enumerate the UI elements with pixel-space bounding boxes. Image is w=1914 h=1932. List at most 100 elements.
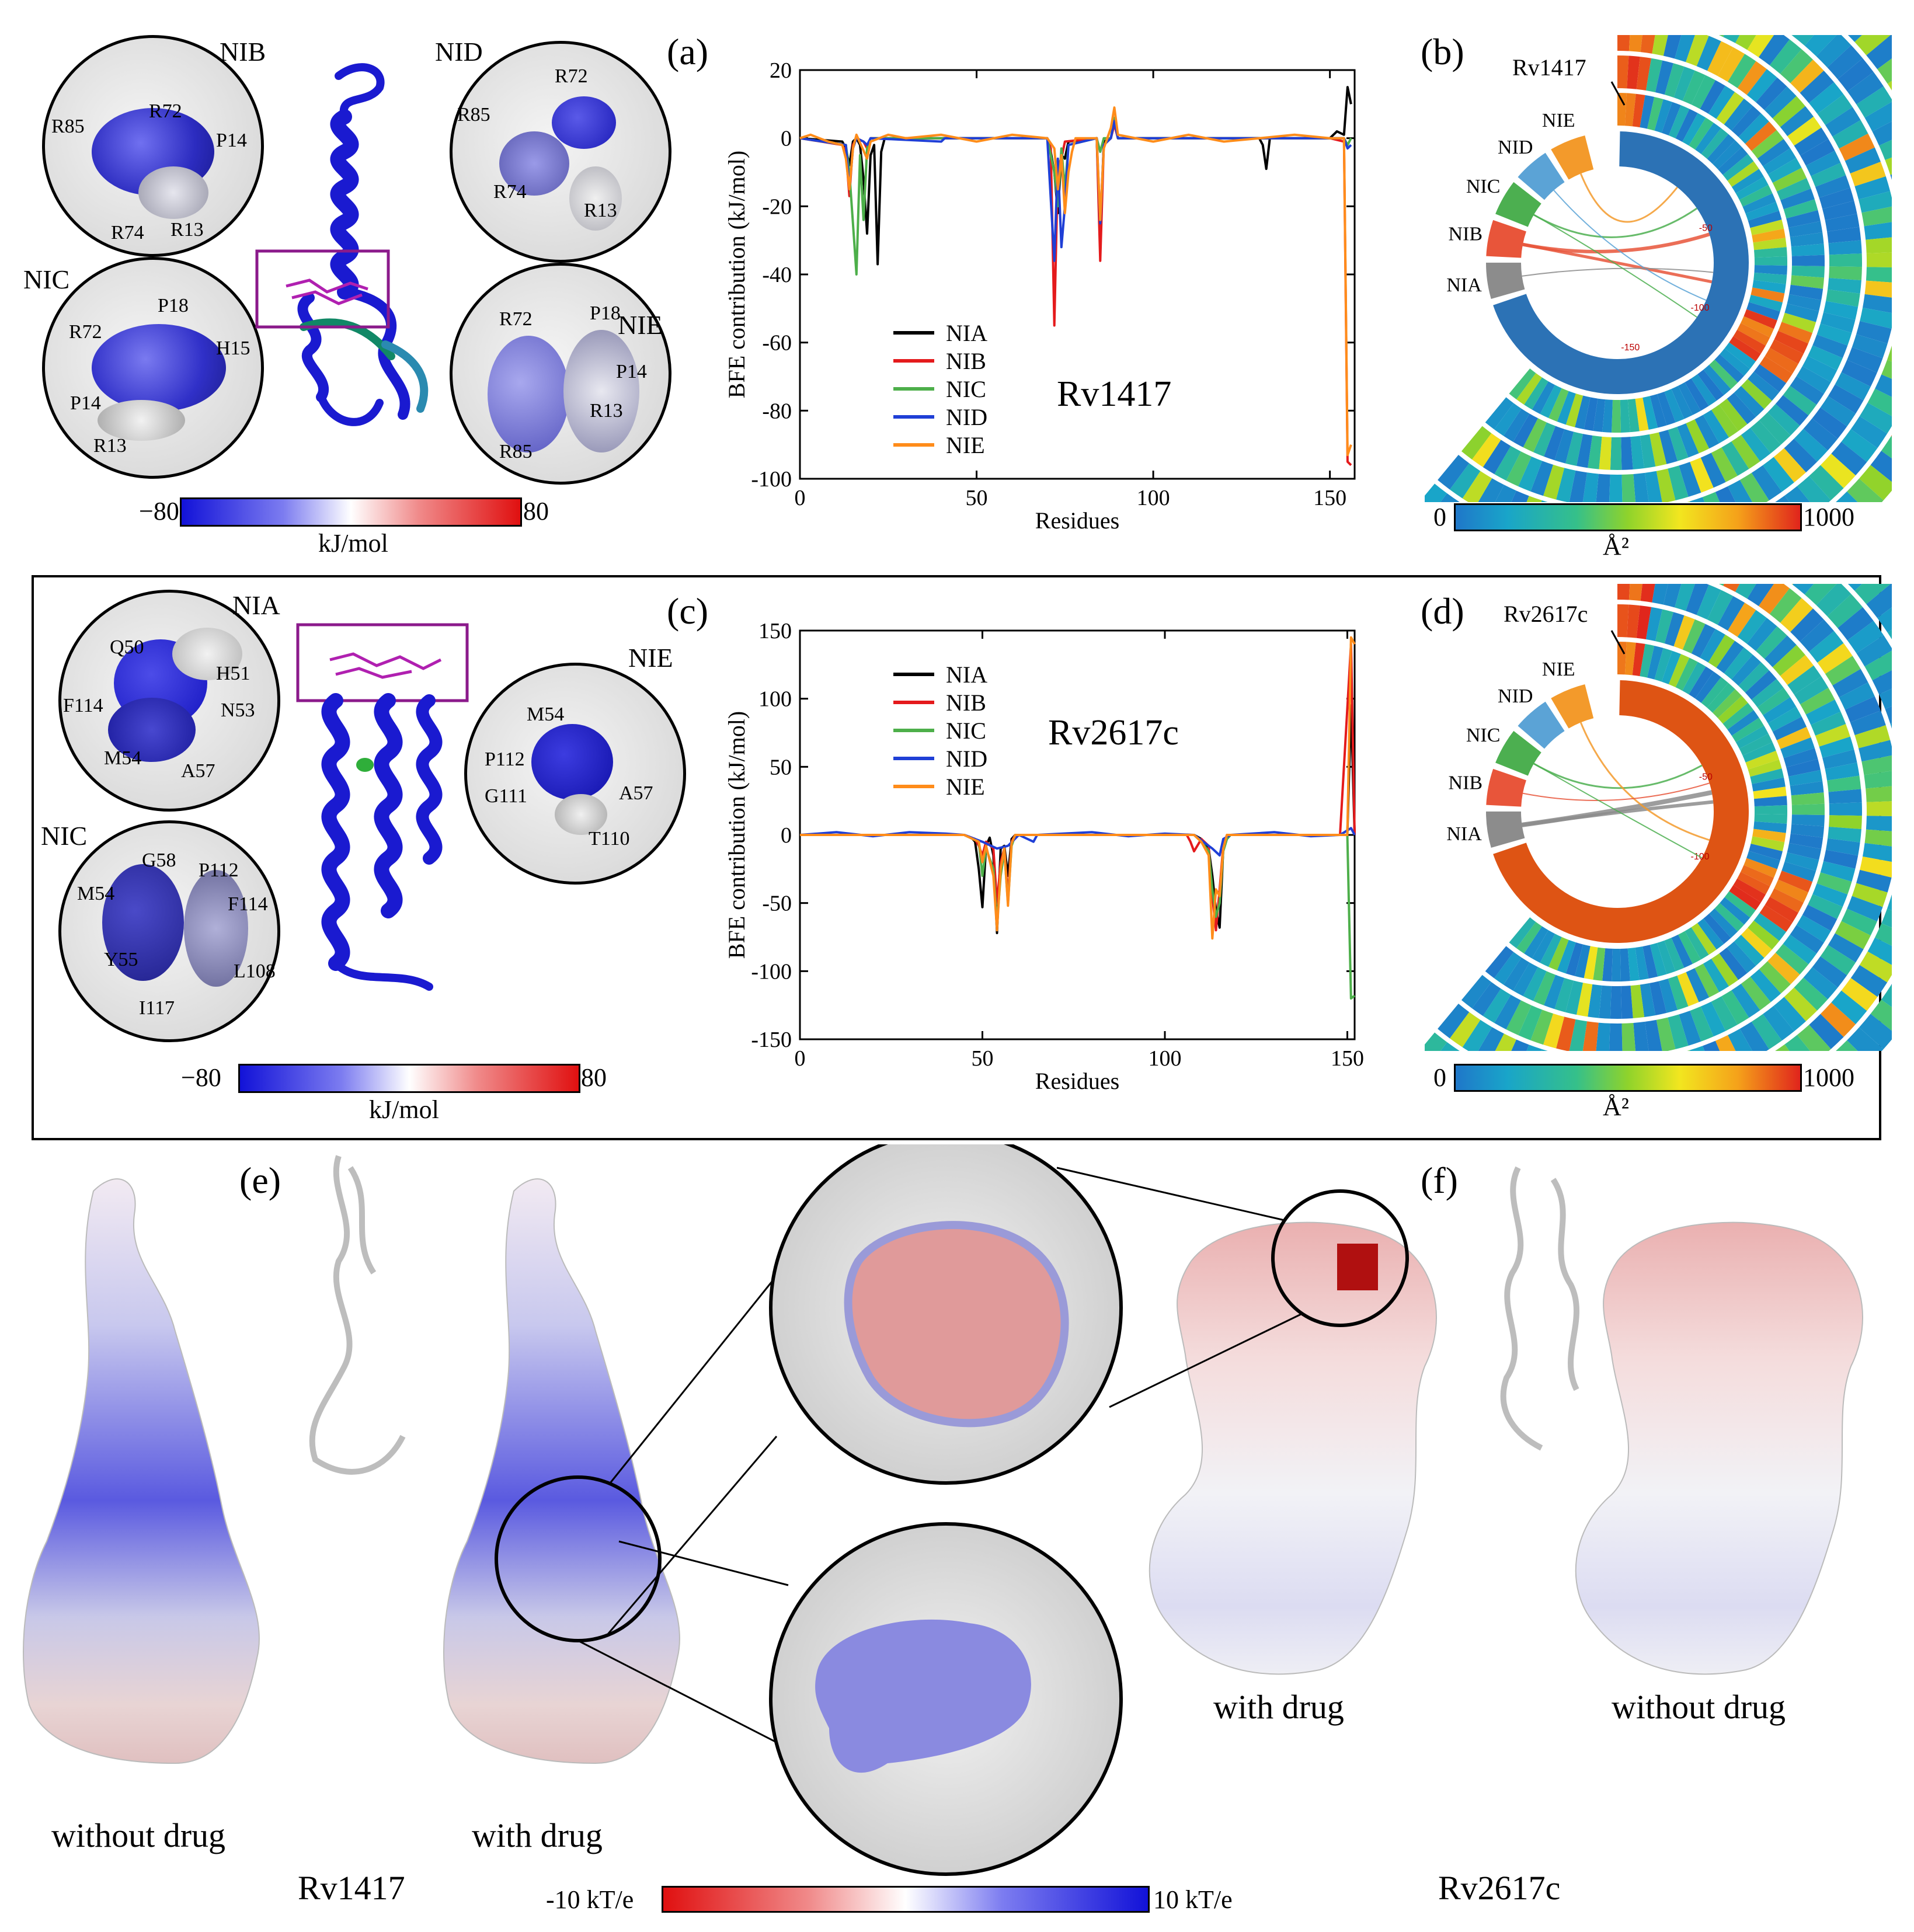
heatmap-cell	[1741, 976, 1771, 1011]
heatmap-cell	[1809, 631, 1844, 663]
heatmap-cell	[1751, 678, 1784, 708]
heatmap-cell	[1767, 706, 1802, 732]
heatmap-cell	[1655, 60, 1673, 95]
heatmap-cell	[1787, 294, 1822, 312]
heatmap-cell	[1695, 123, 1721, 154]
heatmap-cell	[1820, 396, 1856, 427]
heatmap-cell	[1866, 786, 1892, 802]
chord	[1579, 173, 1678, 223]
residue-label: I117	[139, 997, 175, 1019]
heatmap-cell	[1513, 413, 1539, 448]
x-tick-label: 0	[795, 486, 806, 510]
esp-colorbar	[662, 1886, 1150, 1913]
heatmap-cell	[1671, 385, 1693, 419]
heatmap-cell	[1791, 814, 1825, 827]
heatmap-cell	[1784, 1035, 1810, 1051]
heatmap-cell	[1864, 222, 1892, 240]
heatmap-cell	[1825, 656, 1861, 685]
heatmap-cell	[1841, 429, 1878, 462]
x-axis-label: Residues	[1035, 507, 1119, 534]
heatmap-cell	[1627, 399, 1640, 433]
heatmap-cell	[1719, 398, 1748, 431]
heatmap-cell	[1753, 247, 1787, 258]
heatmap-cell	[1838, 58, 1874, 92]
bfe-colorbar-max: 80	[581, 1063, 607, 1092]
heatmap-cell	[1503, 957, 1530, 991]
heatmap-cell	[1718, 147, 1748, 175]
site-name-nic: NIC	[23, 264, 70, 294]
heatmap-cell	[1741, 865, 1774, 886]
panel-label-f: (f)	[1421, 1160, 1458, 1201]
heatmap-cell	[1694, 963, 1720, 998]
group-label: NIC	[1466, 176, 1501, 197]
heatmap-cell	[1757, 687, 1790, 715]
heatmap-cell	[1800, 70, 1835, 103]
sasa-colorbar-max: 1000	[1803, 503, 1854, 531]
heatmap-cell	[1509, 917, 1536, 949]
heatmap-cell	[1877, 607, 1892, 633]
heatmap-cell	[1745, 670, 1777, 700]
binding-surface	[815, 1619, 1031, 1773]
binding-surface	[569, 166, 622, 231]
heatmap-cell	[1787, 116, 1822, 146]
heatmap-cell	[1825, 107, 1861, 137]
heatmap-cell	[1815, 175, 1850, 198]
heatmap-cell	[1735, 584, 1756, 599]
heatmap-cell	[1565, 980, 1584, 1015]
heatmap-cell	[1767, 158, 1802, 183]
site-circle-nic-rv2617c	[58, 820, 280, 1042]
heatmap-cell	[1783, 385, 1817, 416]
heatmap-cell	[1612, 948, 1621, 981]
sasa-colorbar-max: 1000	[1803, 1063, 1854, 1092]
heatmap-cell	[1780, 655, 1814, 685]
heatmap-cell	[1791, 255, 1825, 267]
heatmap-cell	[1754, 256, 1787, 266]
heatmap-cell	[1523, 418, 1547, 452]
heatmap-cell	[1839, 682, 1875, 710]
site-circle-nib	[42, 35, 264, 257]
heatmap-cell	[1791, 803, 1825, 816]
heatmap-cell	[1731, 655, 1762, 686]
cartoon-small-rv2617c	[1500, 1166, 1579, 1451]
residue-label: R72	[555, 65, 588, 87]
chord	[1579, 722, 1710, 841]
heatmap-cell	[1776, 726, 1811, 749]
heatmap-cell	[1711, 447, 1738, 482]
esp-colorbar-min: -10 kT/e	[546, 1885, 634, 1914]
heatmap-cell	[1854, 584, 1891, 604]
heatmap-cell	[1727, 161, 1759, 187]
heatmap-cell	[1802, 356, 1838, 382]
bfe-colorbar-unit: kJ/mol	[318, 529, 388, 558]
caption-rv1417-with-drug: with drug	[472, 1816, 603, 1854]
ring-tick-label: -100	[1691, 303, 1710, 313]
heatmap-cell	[1758, 584, 1790, 614]
heatmap-cell	[1763, 697, 1797, 723]
heatmap-cell	[1668, 654, 1690, 688]
heatmap-cell	[1668, 1014, 1689, 1050]
x-tick-label: 0	[795, 1046, 806, 1071]
chart-title: Rv2617c	[1048, 713, 1179, 753]
x-tick-label: 100	[1149, 1046, 1182, 1071]
heatmap-cell	[1577, 434, 1593, 468]
heatmap-cell	[1772, 96, 1805, 127]
heatmap-cell	[1811, 711, 1846, 736]
heatmap-cell	[1773, 997, 1806, 1032]
heatmap-cell	[1767, 952, 1800, 984]
heatmap-cell	[1786, 210, 1821, 228]
heatmap-cell	[1526, 496, 1542, 502]
heatmap-cell	[1847, 478, 1884, 502]
heatmap-cell	[1718, 695, 1748, 724]
heatmap-cell	[1754, 265, 1787, 275]
heatmap-cell	[1727, 54, 1756, 88]
heatmap-cell	[1808, 345, 1843, 371]
heatmap-cell	[1632, 93, 1645, 128]
heatmap-cell	[1866, 237, 1892, 253]
heatmap-cell	[1794, 977, 1828, 1011]
heatmap-cell	[1790, 60, 1824, 93]
chord	[1533, 763, 1703, 858]
y-tick-label: 100	[758, 687, 792, 712]
heatmap-cell	[1735, 35, 1756, 50]
heatmap-cell	[1675, 35, 1695, 62]
series-line	[799, 106, 1352, 457]
heatmap-cell	[1841, 360, 1877, 387]
